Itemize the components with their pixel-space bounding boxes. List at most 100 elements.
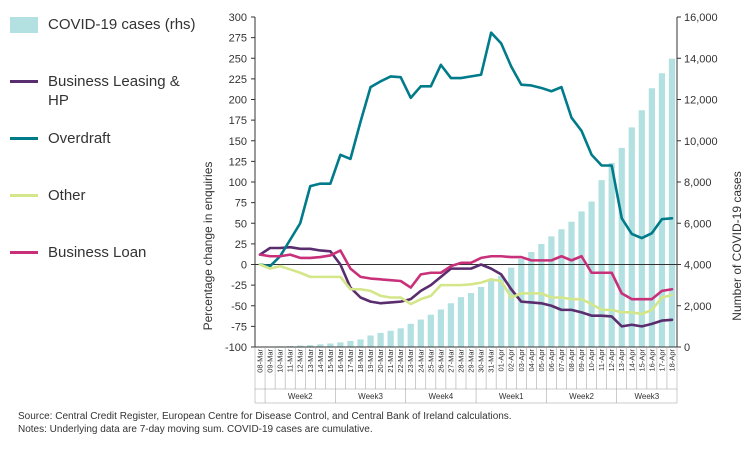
x-tick-label: 15-Mar — [326, 349, 335, 373]
legend-label-business-leasing: Business Leasing & HP — [48, 73, 180, 109]
y-tick-label: 275 — [229, 33, 247, 45]
chart-series-lines — [258, 31, 674, 328]
x-tick-label: 20-Mar — [376, 349, 385, 373]
week-label: Week1 — [499, 392, 524, 401]
x-tick-label: 29-Mar — [467, 349, 476, 373]
series-line-overdraft — [258, 31, 674, 268]
x-tick-label: 28-Mar — [456, 349, 465, 373]
x-tick-label: 11-Apr — [597, 349, 606, 371]
legend-swatch-business-loan — [10, 251, 38, 254]
covid-bar — [588, 201, 595, 347]
y-tick-label: 250 — [229, 53, 247, 65]
x-tick-label: 15-Apr — [637, 349, 646, 372]
covid-bar — [638, 110, 645, 347]
x-axis: 08-Mar 09-Mar 10-Mar 11-Mar 12-Mar 13-Mar 14-M… — [254, 346, 678, 404]
covid-bar — [347, 340, 354, 347]
x-tick-label: 17-Apr — [657, 349, 666, 372]
x-tick-label: 21-Mar — [386, 349, 395, 373]
covid-bars — [256, 58, 676, 348]
covid-bar — [297, 345, 304, 347]
week-label: Week3 — [358, 392, 383, 401]
chart-footer: Source: Central Credit Register, Europea… — [18, 410, 512, 436]
legend-label-other: Other — [48, 187, 86, 204]
y-tick-label: 150 — [229, 136, 247, 148]
y2-tick-label: 4,000 — [684, 260, 712, 272]
legend-label-covid-cases: COVID-19 cases (rhs) — [48, 16, 196, 33]
covid-bar — [538, 244, 545, 347]
legend-swatch-business-leasing — [10, 80, 38, 83]
x-tick-label: 30-Mar — [477, 349, 486, 373]
covid-bar — [558, 229, 565, 347]
covid-bar — [668, 58, 676, 347]
covid-bar — [548, 236, 555, 347]
covid-bar — [628, 127, 635, 347]
x-tick-label: 08-Apr — [567, 349, 576, 372]
covid-bar — [508, 267, 515, 347]
x-tick-label: 07-Apr — [557, 349, 566, 372]
covid-bar — [457, 297, 465, 347]
x-tick-label: 12-Mar — [296, 349, 305, 373]
x-tick-label: 25-Mar — [426, 349, 435, 373]
legend-label-overdraft: Overdraft — [48, 130, 111, 147]
covid-bar — [357, 339, 364, 347]
chart-plot: -100 -75 -50 -25 0 25 50 75 100 125 150 175 200 225 25… — [201, 12, 744, 404]
covid-bar — [568, 221, 575, 347]
covid-bar — [397, 328, 404, 347]
covid-bar — [317, 344, 324, 347]
x-tick-label: 09-Mar — [266, 349, 275, 373]
x-tick-label: 24-Mar — [416, 349, 425, 373]
x-tick-label: 13-Apr — [617, 349, 626, 372]
footer-source: Source: Central Credit Register, Europea… — [18, 411, 512, 422]
covid-bar — [447, 303, 455, 347]
x-tick-label: 27-Mar — [446, 349, 455, 373]
y2-tick-label: 14,000 — [684, 53, 718, 65]
x-tick-label: 17-Mar — [346, 349, 355, 373]
y-tick-label: 300 — [229, 12, 247, 24]
y-tick-label: 0 — [241, 260, 247, 272]
covid-bar — [327, 343, 334, 347]
x-tick-label: 18-Mar — [356, 349, 365, 373]
y-tick-label: 200 — [229, 95, 247, 107]
x-tick-label: 19-Mar — [366, 349, 375, 373]
covid-bar — [367, 335, 374, 347]
y2-axis-label: Number of COVID-19 cases — [730, 171, 744, 320]
y-tick-label: 75 — [235, 198, 247, 210]
y-tick-label: 25 — [235, 239, 247, 251]
covid-bar — [598, 180, 605, 347]
covid-bar — [518, 258, 525, 347]
covid-bar — [387, 330, 394, 347]
y-axis-label: Percentage change in enquiries — [201, 162, 215, 331]
x-tick-label: 14-Apr — [627, 349, 636, 372]
y-tick-label: 225 — [229, 74, 247, 86]
x-tick-label: 06-Apr — [547, 349, 556, 372]
covid-bar — [337, 342, 344, 347]
x-tick-label: 04-Apr — [527, 349, 536, 372]
chart-axes: -100 -75 -50 -25 0 25 50 75 100 125 150 175 200 225 25… — [225, 12, 718, 354]
series-line-business-loan — [258, 249, 674, 301]
x-tick-label: 26-Mar — [436, 349, 445, 373]
x-tick-label: 31-Mar — [487, 349, 496, 373]
y2-tick-label: 0 — [684, 342, 690, 354]
legend-swatch-overdraft — [10, 137, 38, 140]
y-tick-label: -25 — [231, 280, 247, 292]
legend-swatch-covid-cases — [10, 17, 38, 33]
x-tick-label: 10-Apr — [587, 349, 596, 372]
footer-notes: Notes: Underlying data are 7-day moving … — [18, 424, 373, 435]
covid-bar — [377, 332, 384, 347]
y-tick-label: 175 — [229, 115, 247, 127]
covid-bar — [498, 275, 505, 347]
y-tick-label: 100 — [229, 177, 247, 189]
x-tick-label: 16-Apr — [647, 349, 656, 372]
legend-swatch-other — [10, 194, 38, 197]
x-tick-label: 03-Apr — [517, 349, 526, 372]
covid-bar — [307, 345, 314, 347]
y-tick-label: -100 — [225, 342, 247, 354]
x-tick-label: 11-Mar — [286, 349, 295, 373]
y2-tick-label: 2,000 — [684, 301, 712, 313]
covid-bar — [477, 286, 485, 347]
y-tick-label: 125 — [229, 156, 247, 168]
x-tick-label: 13-Mar — [306, 349, 315, 373]
week-label: Week4 — [428, 392, 453, 401]
covid-bar — [488, 280, 495, 347]
x-tick-label: 09-Apr — [577, 349, 586, 372]
